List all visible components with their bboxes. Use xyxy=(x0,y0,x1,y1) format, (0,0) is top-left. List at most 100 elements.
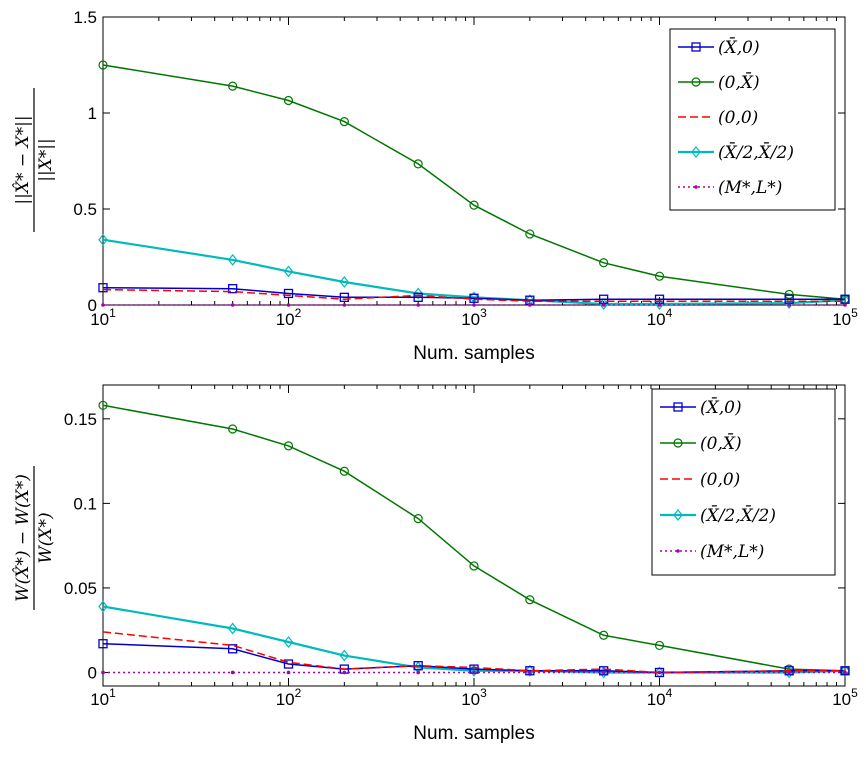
legend-label: (M*,L*) xyxy=(718,178,782,198)
data-point xyxy=(98,600,108,613)
data-point xyxy=(598,298,609,311)
data-point xyxy=(654,640,665,651)
data-point xyxy=(342,670,347,675)
data-point xyxy=(787,670,791,675)
data-point xyxy=(339,117,349,127)
data-point xyxy=(98,639,108,649)
legend-item: (M*,L*) xyxy=(660,542,764,562)
legend-marker xyxy=(676,549,680,553)
data-point xyxy=(657,670,662,675)
data-point xyxy=(528,670,532,675)
data-point xyxy=(416,303,420,307)
data-point xyxy=(525,664,535,677)
data-point xyxy=(339,649,350,662)
legend-label: (0,0) xyxy=(718,108,758,128)
data-point xyxy=(787,303,791,307)
data-point xyxy=(98,233,108,246)
y-axis-label: ||X̂* − X*|| ||X*|| xyxy=(13,88,56,232)
legend-marker xyxy=(694,185,698,189)
data-point xyxy=(843,670,847,675)
x-tick-label: 102 xyxy=(276,306,302,329)
y-tick-label: 0.1 xyxy=(73,494,97,513)
series-2 xyxy=(98,60,850,304)
data-point xyxy=(283,265,294,278)
data-point xyxy=(599,630,609,640)
series-5 xyxy=(101,303,847,307)
data-point xyxy=(283,636,294,648)
legend-item: (M*,L*) xyxy=(678,178,782,198)
data-point xyxy=(228,284,238,294)
data-point xyxy=(413,287,423,300)
data-point xyxy=(342,303,347,307)
legend-box xyxy=(651,388,836,576)
series-line xyxy=(102,631,845,674)
x-tick-label: 104 xyxy=(647,306,673,329)
data-point xyxy=(228,424,238,434)
data-point xyxy=(840,664,850,677)
data-point xyxy=(98,283,108,293)
y-tick-label: 0 xyxy=(88,296,97,315)
x-tick-label: 103 xyxy=(461,306,487,329)
data-point xyxy=(339,275,350,288)
series-3 xyxy=(102,288,845,302)
data-point xyxy=(525,229,535,239)
series-5 xyxy=(101,670,847,675)
legend-label: (X̄,0) xyxy=(718,36,760,58)
data-point xyxy=(413,292,423,302)
legend-item: (0,0) xyxy=(660,470,740,490)
legend-item: (X̄/2,X̄/2) xyxy=(678,141,794,163)
legend-marker xyxy=(673,438,683,448)
chart-1: 0 0.5 1 1.5 101 102 103 104 105 Num. samples ||X̂*… xyxy=(13,8,858,364)
legend-item: (0,0) xyxy=(678,108,758,128)
legend-label: (0,0) xyxy=(700,470,740,490)
data-point xyxy=(469,200,479,210)
series-line xyxy=(102,404,846,672)
data-point xyxy=(283,441,294,451)
series-line xyxy=(102,286,845,301)
data-point xyxy=(230,670,235,675)
data-point xyxy=(599,258,609,268)
data-point xyxy=(286,670,291,675)
chart-2: 0 0.05 0.1 0.15 101 102 103 104 105 Num. samples W… xyxy=(13,384,858,744)
x-tick-label: 101 xyxy=(90,686,116,709)
x-axis-label: Num. samples xyxy=(413,723,534,744)
legend: (X̄,0) (0,X̄) (0,0) (X̄/2,X̄/2) (M*,L*) xyxy=(669,28,836,211)
y-tick-label: 0.05 xyxy=(64,579,97,598)
legend: (X̄,0) (0,X̄) (0,0) (X̄/2,X̄/2) (M*,L*) xyxy=(651,388,836,576)
data-point xyxy=(416,670,420,675)
legend-marker xyxy=(691,146,701,158)
data-point xyxy=(228,81,238,91)
legend-label: (M*,L*) xyxy=(700,542,764,562)
legend-item: (X̄,0) xyxy=(678,36,760,58)
data-point xyxy=(472,670,476,675)
legend-item: (0,X̄) xyxy=(678,71,760,93)
data-point xyxy=(98,400,108,410)
y-label-numerator: ||X̂* − X*|| xyxy=(13,115,33,204)
y-label-denominator: ||X*|| xyxy=(36,138,56,182)
legend-marker xyxy=(673,509,683,521)
data-point xyxy=(654,298,665,311)
data-point xyxy=(843,303,847,307)
legend-label: (0,X̄) xyxy=(718,71,760,93)
data-point xyxy=(283,288,294,299)
x-axis-label: Num. samples xyxy=(413,343,534,364)
x-tick-label: 103 xyxy=(461,686,487,709)
legend-label: (X̄/2,X̄/2) xyxy=(718,141,794,163)
x-tick-label: 101 xyxy=(90,306,116,329)
legend-box xyxy=(669,28,836,211)
legend-label: (0,X̄) xyxy=(700,432,742,454)
data-point xyxy=(230,303,235,307)
data-point xyxy=(286,303,291,307)
y-tick-label: 0 xyxy=(88,663,97,682)
y-axis-label: W(X̂*) − W(X*) W(X*) xyxy=(13,466,56,610)
data-point xyxy=(784,289,794,300)
data-point xyxy=(101,670,105,675)
data-point xyxy=(654,666,665,679)
data-point xyxy=(413,513,423,524)
data-point xyxy=(654,271,665,281)
data-point xyxy=(413,159,423,169)
x-tick-label: 105 xyxy=(832,306,858,329)
data-point xyxy=(339,466,349,476)
series-line xyxy=(102,238,846,306)
